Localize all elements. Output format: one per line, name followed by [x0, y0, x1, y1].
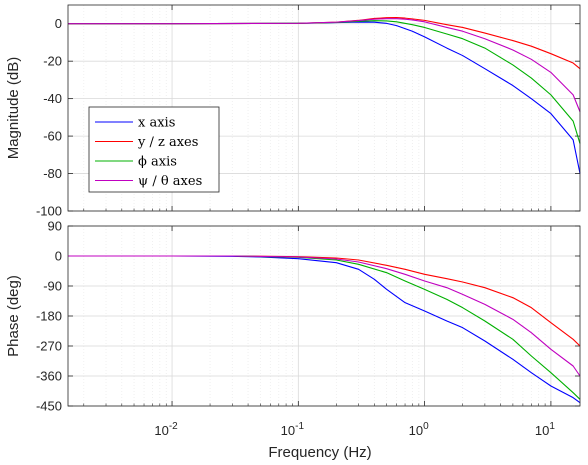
legend-label-3: ψ / θ axes: [138, 174, 202, 189]
y-tick-label: -100: [36, 204, 62, 219]
legend: x axis y / z axes ϕ axis ψ / θ axes: [88, 106, 220, 193]
x-tick-label: 10-1: [281, 421, 305, 438]
magnitude-axes-box: [67, 4, 581, 212]
legend-label-1: y / z axes: [137, 135, 198, 150]
y-tick-label: -20: [43, 54, 62, 69]
phase-y-tick-labels: 90 0 -90 -180 -270 -360 -450: [36, 219, 62, 414]
y-tick-label: 0: [55, 249, 62, 264]
phase-series-line-3: [68, 255, 581, 377]
x-tick-label: 10-2: [154, 421, 178, 438]
y-tick-label: -80: [43, 166, 62, 181]
phase-axes-box: [67, 225, 581, 407]
legend-label-2: ϕ axis: [138, 155, 177, 170]
magnitude-series: [68, 16, 581, 174]
y-tick-label: -450: [36, 399, 62, 414]
y-tick-label: -360: [36, 369, 62, 384]
phase-grid: [68, 225, 580, 407]
magnitude-y-tick-labels: 0 -20 -40 -60 -80 -100: [36, 16, 62, 218]
x-tick-label: 101: [535, 421, 555, 438]
y-tick-label: -40: [43, 91, 62, 106]
y-tick-label: -90: [43, 279, 62, 294]
phase-panel: 90 0 -90 -180 -270 -360 -450 Phase (deg): [5, 219, 581, 414]
y-tick-label: 90: [48, 219, 62, 234]
y-tick-label: -180: [36, 309, 62, 324]
phase-series: [68, 255, 581, 404]
y-tick-label: -270: [36, 339, 62, 354]
x-tick-label: 100: [409, 421, 429, 438]
magnitude-series-line-3: [68, 18, 581, 112]
phase-y-axis-label: Phase (deg): [5, 275, 22, 357]
x-axis-label: Frequency (Hz): [268, 444, 371, 461]
legend-box: [88, 106, 220, 193]
y-tick-label: 0: [55, 16, 62, 31]
magnitude-y-axis-label: Magnitude (dB): [5, 57, 22, 160]
legend-label-0: x axis: [138, 116, 175, 131]
y-tick-label: -60: [43, 129, 62, 144]
x-tick-labels: 10-2 10-1 100 101: [154, 421, 555, 438]
